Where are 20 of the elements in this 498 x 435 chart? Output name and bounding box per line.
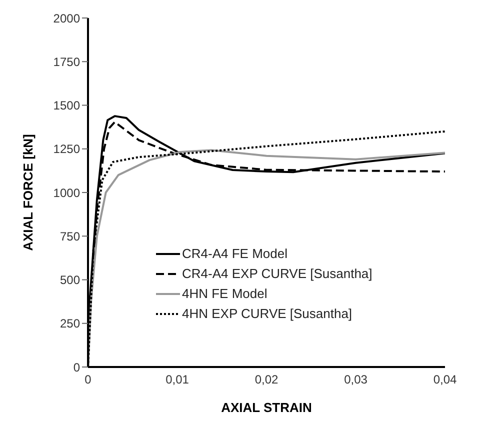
y-tick-label: 250 [60,316,80,331]
x-tick-label: 0,04 [433,372,457,387]
y-tick-label: 2000 [53,11,80,26]
legend-label: CR4-A4 FE Model [182,245,288,263]
y-tick-label: 0 [73,360,80,374]
x-tick-label: 0 [84,372,92,387]
x-axis-title: AXIAL STRAIN [221,400,312,415]
y-tick-label: 750 [60,229,80,244]
legend-label: 4HN EXP CURVE [Susantha] [182,305,352,323]
y-tick-label: 1500 [53,98,80,113]
y-tick-label: 1000 [53,186,80,200]
legend-label: CR4-A4 EXP CURVE [Susantha] [182,265,372,283]
x-tick-label: 0,02 [254,372,278,387]
legend-label: 4HN FE Model [182,285,268,303]
y-tick-label: 500 [60,273,80,288]
y-tick-label: 1250 [53,142,80,156]
x-tick-label: 0,01 [166,372,190,387]
y-tick-label: 1750 [53,54,80,69]
y-axis-title: AXIAL FORCE [kN] [20,134,36,251]
x-tick-label: 0,03 [344,372,368,387]
